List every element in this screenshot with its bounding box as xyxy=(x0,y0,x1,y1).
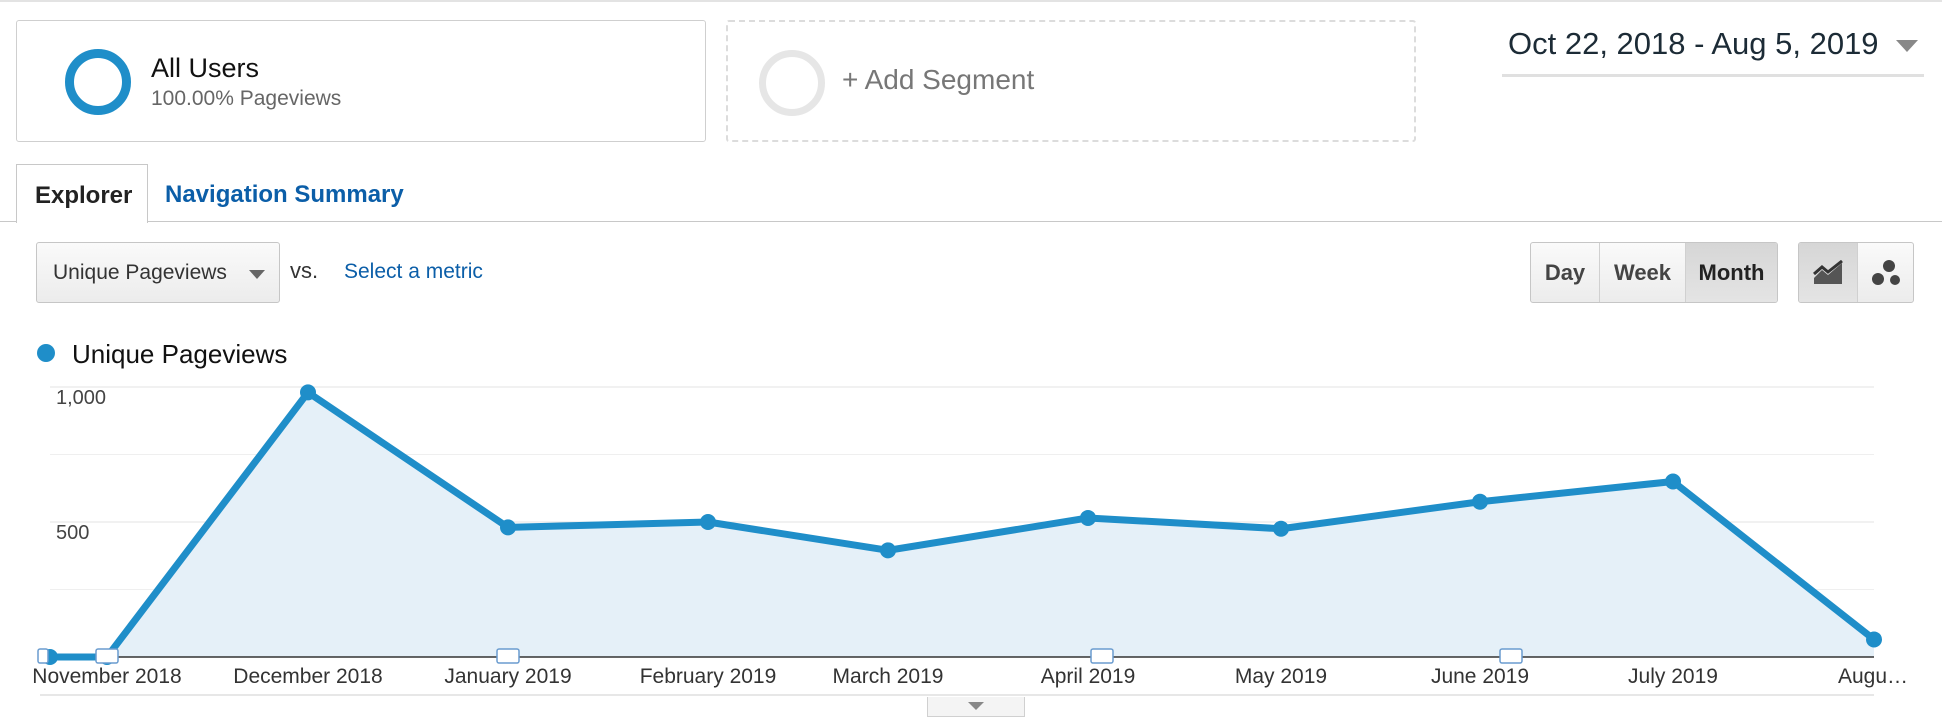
data-point xyxy=(1866,631,1882,648)
chevron-down-icon xyxy=(968,702,984,710)
data-point xyxy=(500,519,516,536)
x-tick-label: Augu… xyxy=(1838,665,1908,688)
annotation-icon xyxy=(95,648,119,664)
segment-all-users[interactable]: All Users 100.00% Pageviews xyxy=(16,20,706,142)
tab-explorer[interactable]: Explorer xyxy=(16,164,148,223)
x-tick-label: May 2019 xyxy=(1235,665,1327,688)
segment-ring-icon xyxy=(65,49,131,115)
x-tick-label: November 2018 xyxy=(32,665,181,688)
empty-segment-ring-icon xyxy=(759,50,825,116)
date-range-text: Oct 22, 2018 - Aug 5, 2019 xyxy=(1508,26,1879,61)
line-chart-icon xyxy=(1813,259,1843,284)
x-tick-label: July 2019 xyxy=(1628,665,1718,688)
metric-dropdown-label: Unique Pageviews xyxy=(53,261,227,284)
annotation-icon xyxy=(1499,648,1523,664)
add-segment-label: + Add Segment xyxy=(842,64,1035,95)
data-point xyxy=(300,384,316,401)
data-point xyxy=(700,514,716,530)
day-button[interactable]: Day xyxy=(1544,259,1586,285)
select-metric-link[interactable]: Select a metric xyxy=(344,260,483,283)
motion-chart-icon xyxy=(1871,259,1900,285)
month-button[interactable]: Month xyxy=(1685,243,1777,302)
legend-swatch xyxy=(37,344,55,362)
x-tick-label: April 2019 xyxy=(1041,665,1136,688)
metric-dropdown[interactable]: Unique Pageviews xyxy=(36,242,280,303)
top-border xyxy=(0,0,1942,2)
x-tick-label: March 2019 xyxy=(833,665,944,688)
period-toggle: Day Week Month xyxy=(1530,242,1778,303)
x-tick-label: December 2018 xyxy=(233,665,382,688)
y-tick-label: 1,000 xyxy=(56,387,106,409)
chevron-down-icon xyxy=(1896,40,1918,52)
chart-type-toggle xyxy=(1798,242,1914,303)
add-segment-button[interactable]: + Add Segment xyxy=(726,20,1416,142)
annotation-icon xyxy=(496,648,520,664)
data-point xyxy=(1472,493,1488,510)
vs-label: vs. xyxy=(290,258,319,283)
x-tick-label: January 2019 xyxy=(444,665,571,688)
data-point xyxy=(1273,520,1289,537)
x-tick-label: February 2019 xyxy=(640,665,777,688)
segment-subtitle: 100.00% Pageviews xyxy=(151,87,342,110)
data-point xyxy=(1665,473,1681,490)
unique-pageviews-chart: 500 1,000 November 2018 December 2018 Januar… xyxy=(32,384,1908,696)
series-area xyxy=(50,392,1874,657)
chart-expand-handle[interactable] xyxy=(927,697,1025,717)
motion-chart-button[interactable] xyxy=(1857,243,1913,302)
tab-navigation-summary[interactable]: Navigation Summary xyxy=(165,181,404,208)
x-tick-label: June 2019 xyxy=(1431,665,1529,688)
legend-label: Unique Pageviews xyxy=(72,339,288,369)
data-point xyxy=(1080,509,1096,526)
line-chart-button[interactable] xyxy=(1799,243,1857,302)
data-point xyxy=(880,542,896,559)
week-button[interactable]: Week xyxy=(1599,243,1685,302)
annotation-icon xyxy=(1090,648,1114,664)
annotation-icon xyxy=(37,648,49,664)
chevron-down-icon xyxy=(249,270,265,279)
date-range-picker[interactable]: Oct 22, 2018 - Aug 5, 2019 xyxy=(1502,22,1924,77)
tab-divider xyxy=(0,221,1942,222)
y-tick-label: 500 xyxy=(56,522,89,544)
segment-title: All Users xyxy=(151,53,260,83)
